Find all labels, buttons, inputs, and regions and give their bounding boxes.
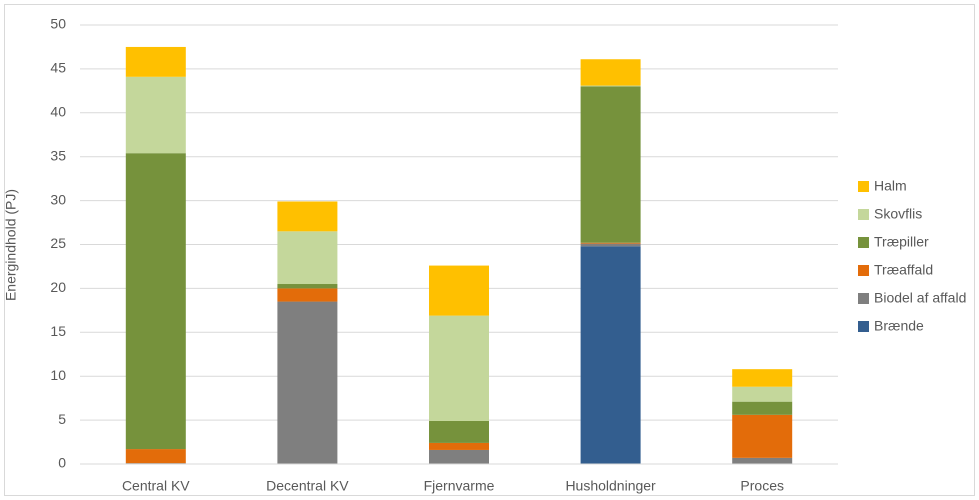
legend: Halm Skovflis Træpiller Træaffald Biodel af …	[858, 178, 966, 334]
bar-segment	[732, 369, 793, 387]
bar-segment	[580, 243, 641, 247]
bar-segment	[277, 284, 338, 289]
y-tick-label: 10	[50, 367, 66, 383]
y-tick-label: 50	[50, 16, 66, 32]
bar-segment	[429, 449, 489, 464]
x-tick-label: Fjernvarme	[424, 478, 495, 494]
bar-segment	[580, 86, 641, 243]
bar-segment	[277, 288, 338, 302]
bar-segment	[580, 59, 641, 86]
y-tick-label: 35	[50, 147, 66, 163]
bar-segment	[125, 76, 186, 154]
x-tick-label: Proces	[740, 478, 784, 494]
bar-segment	[429, 265, 489, 316]
bar-segment	[429, 442, 489, 450]
y-tick-label: 40	[50, 104, 66, 120]
y-tick-label: 0	[58, 455, 66, 471]
bar-segment	[429, 420, 489, 443]
legend-swatch	[858, 293, 869, 304]
legend-swatch	[858, 265, 869, 276]
bar-segment	[277, 231, 338, 285]
x-tick-label: Decentral KV	[266, 478, 349, 494]
bar-segment	[277, 201, 338, 232]
legend-label: Træpiller	[874, 234, 929, 250]
y-tick-label: 30	[50, 191, 66, 207]
bar-segment	[429, 315, 489, 421]
y-tick-label: 25	[50, 235, 66, 251]
bar-segment	[732, 457, 793, 464]
y-tick-label: 5	[58, 411, 66, 427]
x-tick-label: Husholdninger	[565, 478, 656, 494]
legend-swatch	[858, 209, 869, 220]
y-tick-label: 45	[50, 60, 66, 76]
bar-segment	[125, 153, 186, 450]
y-axis-title: Energindhold (PJ)	[3, 189, 19, 301]
bar-segment	[580, 246, 641, 464]
bar-segment	[580, 85, 641, 87]
bar-segment	[732, 414, 793, 458]
x-tick-labels: Central KV Decentral KV Fjernvarme Husholdn…	[122, 478, 784, 494]
bar-segment	[125, 46, 186, 77]
x-tick-label: Central KV	[122, 478, 190, 494]
legend-label: Brænde	[874, 318, 924, 334]
bar-segment	[125, 449, 186, 464]
legend-label: Træaffald	[874, 262, 933, 278]
legend-swatch	[858, 321, 869, 332]
bar-segment	[732, 401, 793, 415]
y-tick-label: 20	[50, 279, 66, 295]
legend-label: Skovflis	[874, 206, 922, 222]
bars	[125, 46, 793, 464]
gridlines	[80, 24, 838, 421]
y-tick-label: 15	[50, 323, 66, 339]
legend-swatch	[858, 181, 869, 192]
bar-segment	[580, 242, 641, 244]
legend-swatch	[858, 237, 869, 248]
bar-segment	[277, 301, 338, 464]
legend-label: Halm	[874, 178, 907, 194]
bar-segment	[732, 386, 793, 402]
legend-label: Biodel af affald	[874, 290, 966, 306]
y-tick-labels: 0 5 10 15 20 25 30 35 40 45 50	[50, 16, 66, 471]
